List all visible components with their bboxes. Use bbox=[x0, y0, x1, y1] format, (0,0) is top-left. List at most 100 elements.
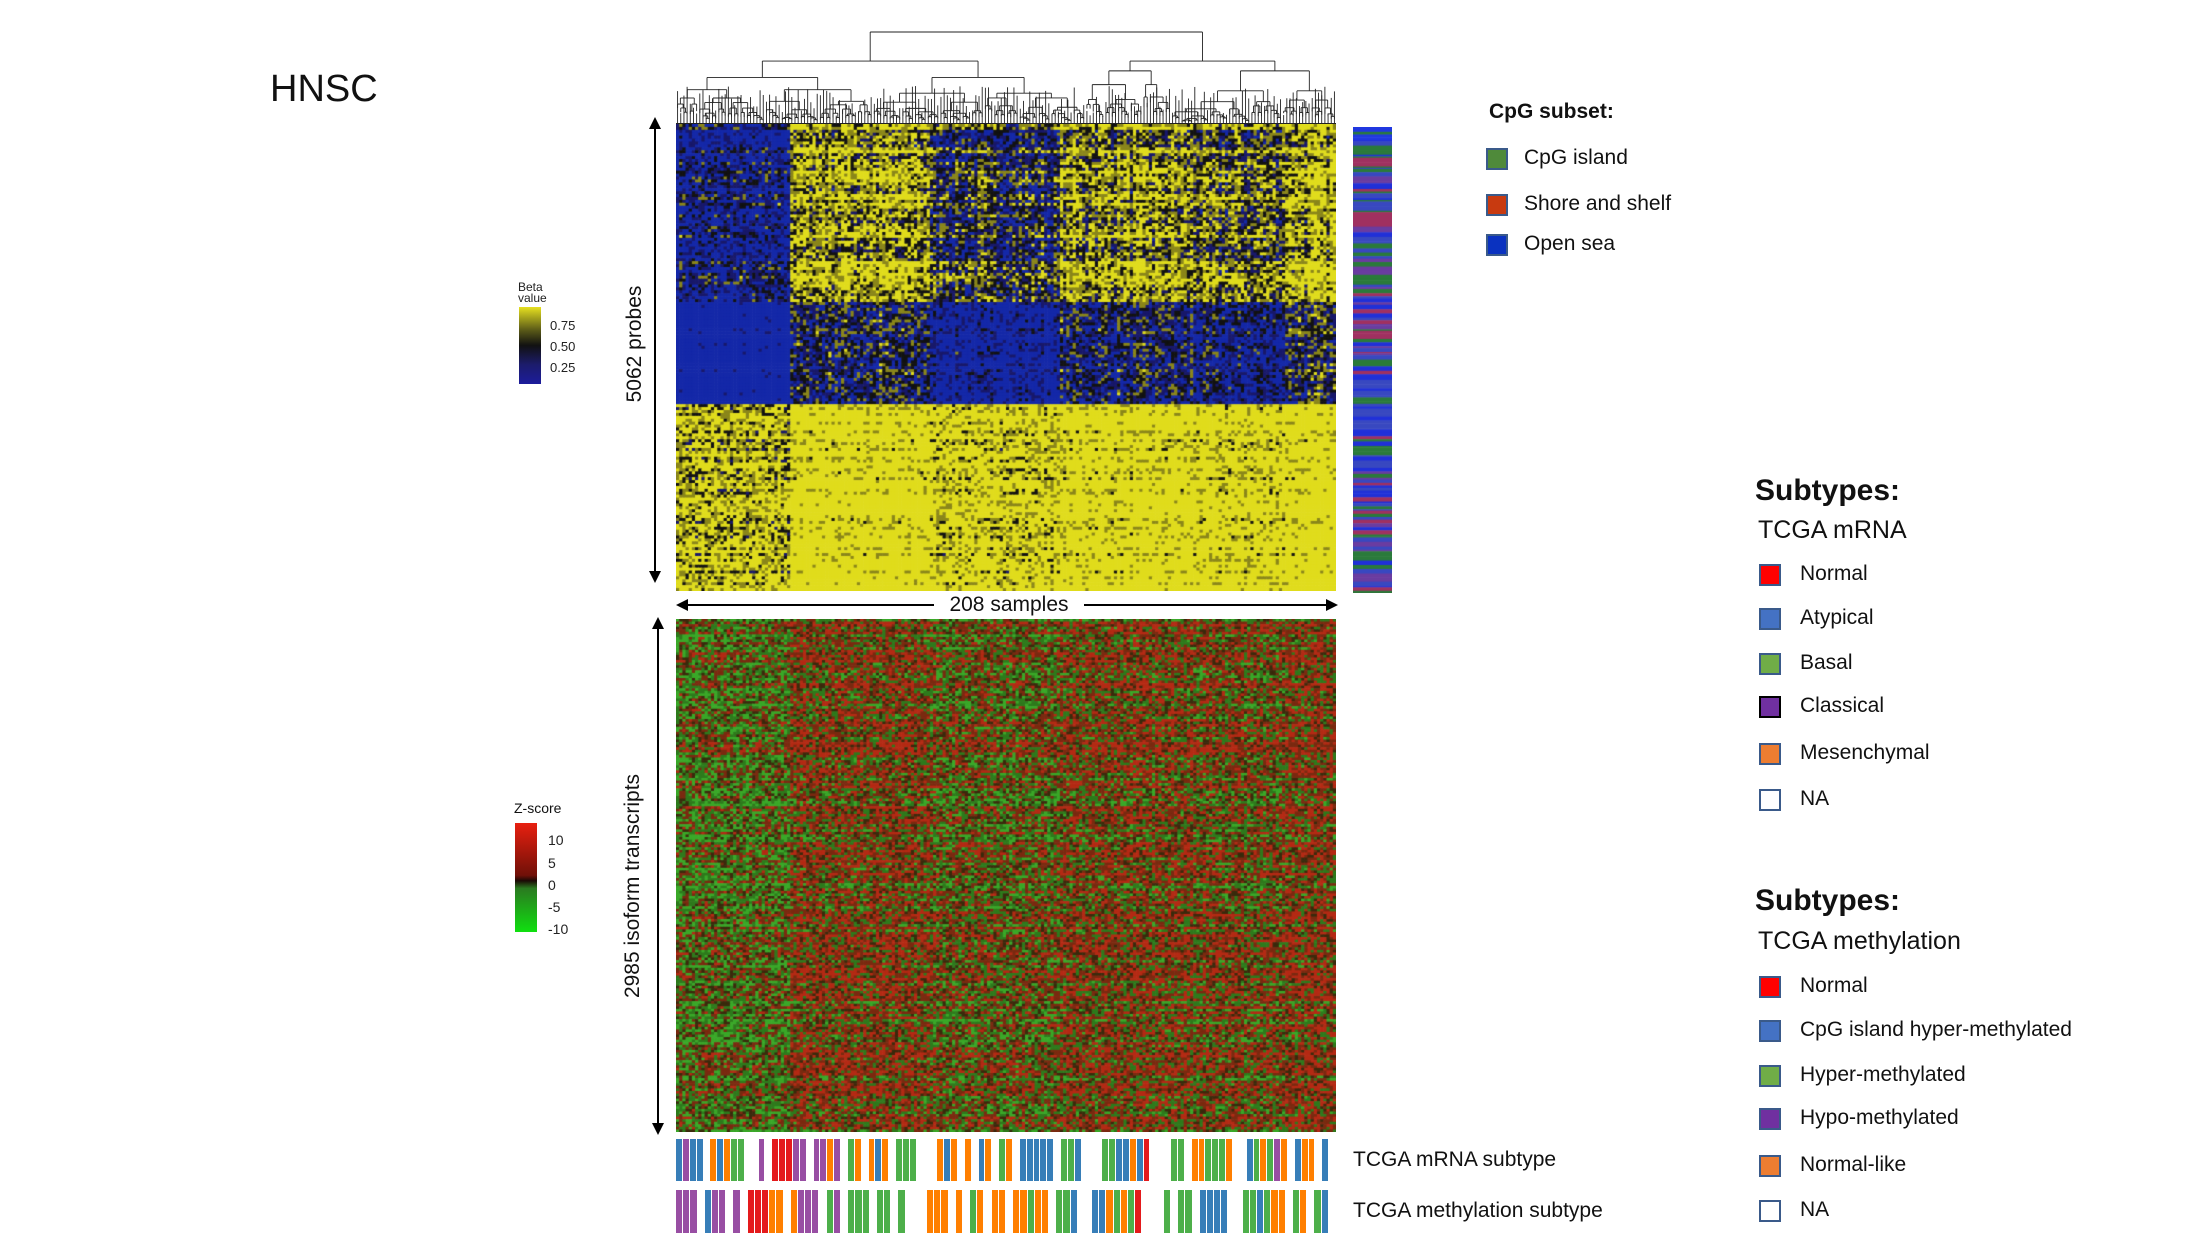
subtype-bar bbox=[1019, 1139, 1026, 1181]
subtype-bar bbox=[891, 1190, 898, 1233]
subtype-bar bbox=[772, 1139, 779, 1181]
subtype-bar bbox=[799, 1139, 806, 1181]
legend-label: Hypo-methylated bbox=[1800, 1106, 1959, 1129]
subtype-bar bbox=[1294, 1139, 1301, 1181]
subtype-bar bbox=[1163, 1190, 1170, 1233]
subtype-bar bbox=[1040, 1139, 1047, 1181]
subtype-bar bbox=[783, 1190, 790, 1233]
subtype-bar bbox=[758, 1139, 765, 1181]
subtype-bar bbox=[896, 1139, 902, 1181]
subtype-bar bbox=[944, 1139, 950, 1181]
subtype-bar bbox=[1242, 1190, 1249, 1233]
subtype-bar bbox=[948, 1190, 955, 1233]
subtype-bar bbox=[934, 1190, 941, 1233]
subtype-bar bbox=[1171, 1190, 1178, 1233]
subtype-bar bbox=[1221, 1190, 1228, 1233]
subtype-bar bbox=[805, 1190, 812, 1233]
z-tick: 5 bbox=[548, 855, 556, 871]
subtype-bar bbox=[1061, 1139, 1067, 1181]
legend-swatch bbox=[1759, 789, 1781, 811]
subtype-bar bbox=[971, 1139, 978, 1181]
subtype-bar bbox=[1285, 1190, 1292, 1233]
subtype-bar bbox=[682, 1139, 689, 1181]
subtype-bar bbox=[754, 1190, 762, 1233]
subtype-bar bbox=[1271, 1190, 1278, 1233]
subtype-bar bbox=[964, 1139, 971, 1181]
subtype-bar bbox=[834, 1139, 840, 1181]
subtype-bar bbox=[1149, 1190, 1156, 1233]
subtype-bar bbox=[1013, 1190, 1020, 1233]
z-tick: -10 bbox=[548, 921, 569, 937]
subtype-bar bbox=[689, 1139, 696, 1181]
legend-label: CpG island bbox=[1524, 146, 1628, 169]
methylation-heatmap bbox=[676, 124, 1336, 591]
beta-title-line2: value bbox=[518, 291, 547, 305]
subtype-bar bbox=[703, 1139, 710, 1181]
legend-swatch bbox=[1759, 976, 1781, 998]
subtype-bar bbox=[704, 1190, 711, 1233]
subtype-bar bbox=[812, 1190, 819, 1233]
subtype-bar bbox=[1074, 1139, 1081, 1181]
subtype-bar bbox=[1264, 1190, 1271, 1233]
z-colorbar bbox=[515, 823, 537, 932]
subtype-bar bbox=[998, 1190, 1005, 1233]
subtype-bar bbox=[1199, 1190, 1206, 1233]
subtype-bar bbox=[1249, 1190, 1257, 1233]
subtype-bar bbox=[747, 1190, 754, 1233]
legend-swatch bbox=[1486, 148, 1508, 170]
subtype-bar bbox=[919, 1190, 927, 1233]
subtype-bar bbox=[916, 1139, 923, 1181]
subtype-bar bbox=[1063, 1190, 1070, 1233]
beta-title-line1: Beta bbox=[518, 280, 543, 294]
subtype-bar bbox=[1157, 1139, 1164, 1181]
legend-label: Normal bbox=[1800, 974, 1868, 997]
subtype-bar bbox=[855, 1190, 862, 1233]
subtype-bar bbox=[1184, 1139, 1191, 1181]
legend-label: CpG island hyper-methylated bbox=[1800, 1018, 2072, 1041]
legend-swatch bbox=[1486, 194, 1508, 216]
subtype-bar bbox=[1067, 1139, 1074, 1181]
subtype-bar bbox=[1049, 1190, 1056, 1233]
subtype-bar bbox=[1056, 1190, 1063, 1233]
subtype-bar bbox=[1281, 1139, 1287, 1181]
subtype-bar bbox=[977, 1190, 984, 1233]
subtype-bar bbox=[1006, 1190, 1013, 1233]
subtype-bar bbox=[1136, 1139, 1143, 1181]
subtype-bar bbox=[1095, 1139, 1102, 1181]
subtype-bar bbox=[1020, 1190, 1027, 1233]
subtype-bar bbox=[1129, 1139, 1136, 1181]
cpg-subset-annotation-bar bbox=[1353, 127, 1392, 593]
subtype-bar bbox=[1116, 1139, 1122, 1181]
subtype-bar bbox=[1322, 1139, 1329, 1181]
subtype-bar bbox=[875, 1139, 882, 1181]
samples-label: 208 samples bbox=[949, 593, 1069, 616]
subtype-bar bbox=[1239, 1139, 1246, 1181]
subtype-bar bbox=[751, 1139, 758, 1181]
subtype-bar bbox=[889, 1139, 895, 1181]
subtype-bar bbox=[717, 1139, 724, 1181]
subtype-bar bbox=[696, 1139, 703, 1181]
subtype-bar bbox=[905, 1190, 912, 1233]
subtype-bar bbox=[1006, 1139, 1012, 1181]
subtype-bar bbox=[1192, 1190, 1199, 1233]
subtype-bar bbox=[937, 1139, 944, 1181]
subtype-bar bbox=[1205, 1139, 1212, 1181]
subtype-bar bbox=[1278, 1190, 1285, 1233]
subtype-bar bbox=[1177, 1139, 1184, 1181]
figure-title: HNSC bbox=[270, 68, 378, 110]
subtype-bar bbox=[1171, 1139, 1177, 1181]
transcripts-label: 2985 isoform transcripts bbox=[621, 773, 644, 999]
subtype-bar bbox=[1088, 1139, 1095, 1181]
z-tick: 10 bbox=[548, 832, 564, 848]
subtype-bar bbox=[1314, 1190, 1321, 1233]
subtype-bar bbox=[1228, 1190, 1235, 1233]
subtype-bar bbox=[1109, 1139, 1115, 1181]
subtype-bar bbox=[1102, 1139, 1109, 1181]
subtype-bar bbox=[1212, 1139, 1219, 1181]
meth-legend-subtitle: TCGA methylation bbox=[1758, 927, 1961, 955]
subtype-bar bbox=[1027, 1190, 1034, 1233]
subtype-bar bbox=[1142, 1190, 1149, 1233]
subtype-bar bbox=[813, 1139, 820, 1181]
subtype-bar bbox=[841, 1190, 848, 1233]
subtype-bar bbox=[724, 1139, 730, 1181]
